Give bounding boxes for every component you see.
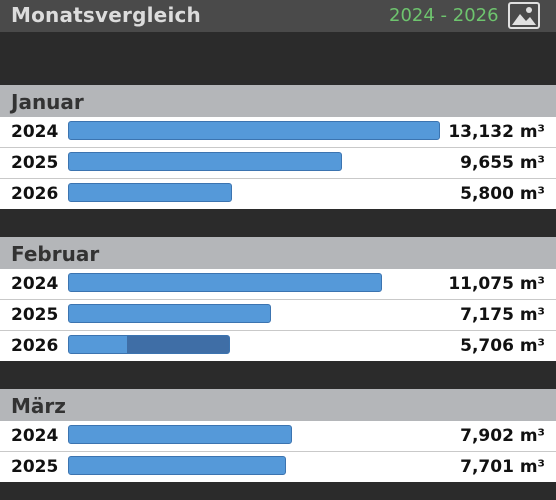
row-year: 2024 [11, 426, 59, 446]
header-bar: Monatsvergleich 2024 - 2026 [0, 0, 556, 32]
table-row[interactable]: 2024 7,902 m³ [0, 421, 556, 452]
row-value: 7,902 m³ [460, 426, 545, 446]
month-header: März [0, 389, 556, 421]
row-year: 2024 [11, 274, 59, 294]
row-value: 5,706 m³ [460, 336, 545, 356]
table-row[interactable]: 2025 7,701 m³ [0, 452, 556, 482]
month-header: Januar [0, 85, 556, 117]
row-year: 2025 [11, 305, 59, 325]
value-bar [68, 456, 286, 475]
value-bar [68, 273, 382, 292]
table-row[interactable]: 2026 5,800 m³ [0, 179, 556, 209]
page-title: Monatsvergleich [11, 3, 201, 27]
year-range-label[interactable]: 2024 - 2026 [389, 5, 499, 26]
month-section-maerz: März 2024 7,902 m³ 2025 7,701 m³ [0, 389, 556, 482]
table-row[interactable]: 2024 11,075 m³ [0, 269, 556, 300]
table-row[interactable]: 2024 13,132 m³ [0, 117, 556, 148]
value-bar [68, 183, 232, 202]
month-header: Februar [0, 237, 556, 269]
row-value: 7,701 m³ [460, 457, 545, 477]
value-bar-highlight [126, 336, 229, 353]
row-value: 9,655 m³ [460, 153, 545, 173]
value-bar [68, 152, 342, 171]
row-value: 7,175 m³ [460, 305, 545, 325]
month-section-februar: Februar 2024 11,075 m³ 2025 7,175 m³ 202… [0, 237, 556, 361]
value-bar [68, 121, 440, 140]
row-year: 2026 [11, 184, 59, 204]
row-value: 5,800 m³ [460, 184, 545, 204]
row-year: 2025 [11, 457, 59, 477]
value-bar [68, 304, 271, 323]
table-row[interactable]: 2025 7,175 m³ [0, 300, 556, 331]
image-icon[interactable] [508, 2, 540, 29]
table-row[interactable]: 2026 5,706 m³ [0, 331, 556, 361]
month-section-januar: Januar 2024 13,132 m³ 2025 9,655 m³ 2026… [0, 85, 556, 209]
row-year: 2025 [11, 153, 59, 173]
row-year: 2024 [11, 122, 59, 142]
row-year: 2026 [11, 336, 59, 356]
row-value: 11,075 m³ [448, 274, 545, 294]
table-row[interactable]: 2025 9,655 m³ [0, 148, 556, 179]
row-value: 13,132 m³ [448, 122, 545, 142]
value-bar [68, 425, 292, 444]
value-bar [68, 335, 230, 354]
